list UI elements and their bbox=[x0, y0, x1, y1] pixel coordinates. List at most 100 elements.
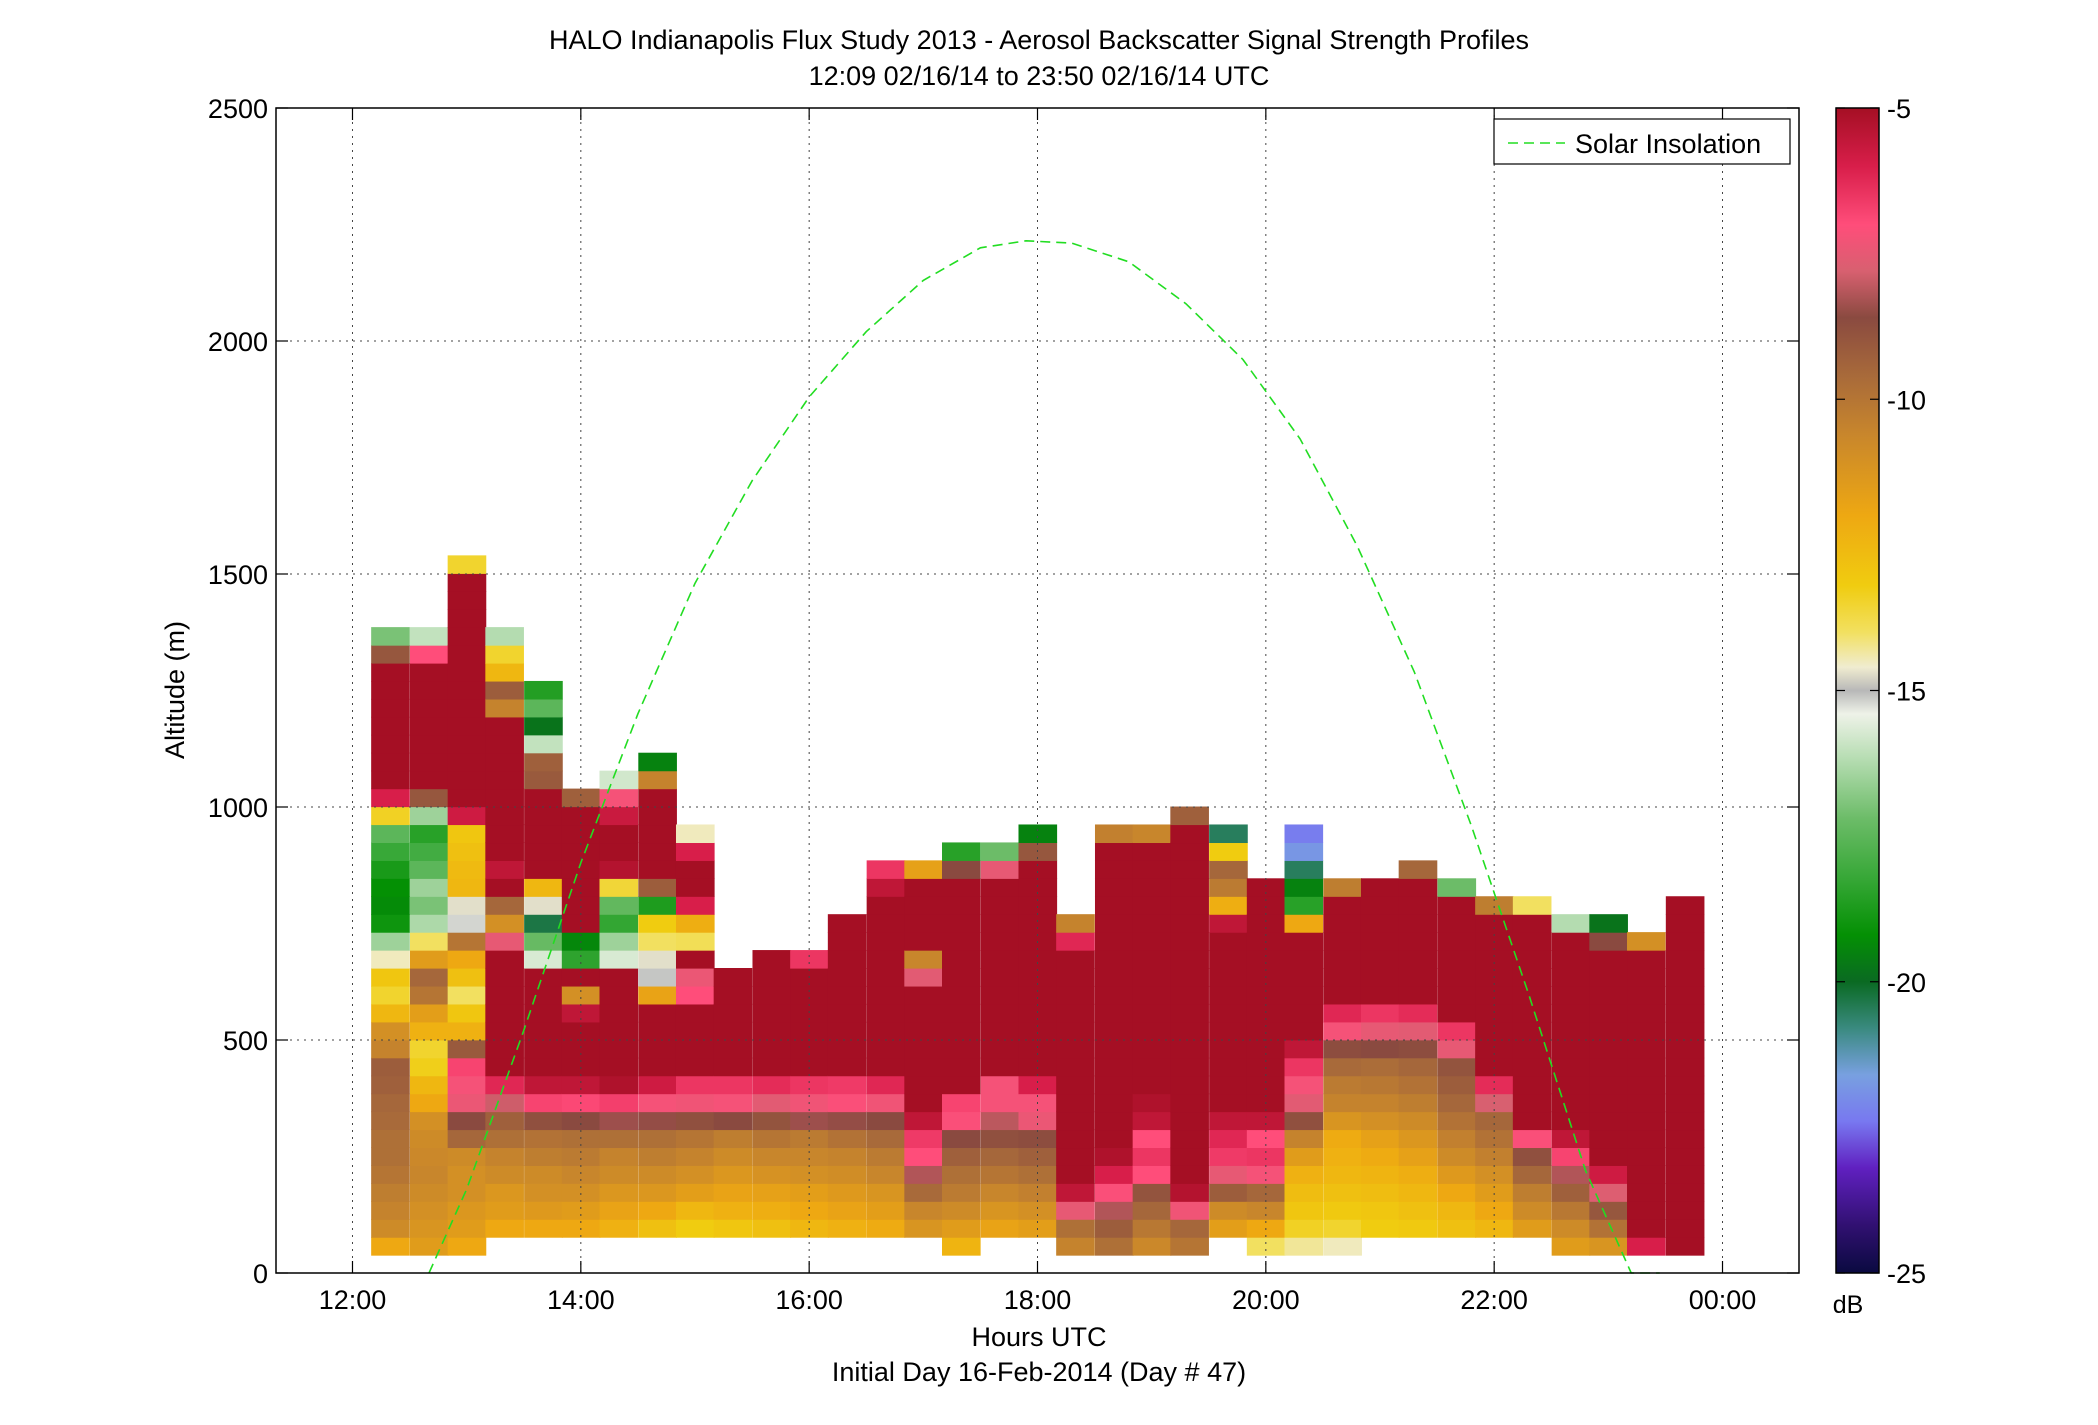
heatmap-cell-7-24 bbox=[638, 806, 677, 826]
heatmap-cell-17-16 bbox=[1018, 950, 1058, 969]
heatmap-cell-14-13 bbox=[904, 1003, 943, 1023]
heatmap-cell-20-16 bbox=[1132, 950, 1172, 969]
heatmap-cell-22-23 bbox=[1209, 824, 1248, 844]
heatmap-cell-25-12 bbox=[1323, 1021, 1362, 1041]
heatmap-cell-9-10 bbox=[713, 1057, 753, 1077]
heatmap-cell-1-16 bbox=[409, 950, 449, 969]
heatmap-cell-12-12 bbox=[827, 1021, 867, 1041]
heatmap-cell-21-22 bbox=[1170, 842, 1209, 861]
heatmap-cell-23-13 bbox=[1246, 1003, 1286, 1023]
heatmap-cell-7-27 bbox=[638, 752, 677, 772]
heatmap-cell-28-18 bbox=[1437, 914, 1477, 933]
heatmap-cell-25-7 bbox=[1323, 1111, 1362, 1131]
heatmap-cell-14-20 bbox=[904, 878, 943, 897]
heatmap-cell-2-38 bbox=[447, 555, 487, 574]
heatmap-cell-27-16 bbox=[1398, 950, 1438, 969]
heatmap-cell-28-12 bbox=[1437, 1021, 1477, 1041]
heatmap-cell-5-25 bbox=[561, 788, 601, 808]
heatmap-cell-3-10 bbox=[485, 1057, 524, 1077]
heatmap-cell-29-12 bbox=[1475, 1021, 1514, 1041]
heatmap-cell-24-21 bbox=[1284, 860, 1324, 879]
heatmap-cell-30-1 bbox=[1512, 1219, 1552, 1238]
heatmap-cell-20-7 bbox=[1132, 1111, 1172, 1131]
heatmap-cell-25-2 bbox=[1323, 1201, 1362, 1220]
heatmap-cell-32-0 bbox=[1589, 1237, 1628, 1256]
heatmap-cell-31-1 bbox=[1551, 1219, 1591, 1238]
heatmap-cell-6-24 bbox=[599, 806, 639, 826]
heatmap-cell-7-20 bbox=[638, 878, 677, 897]
heatmap-cell-19-3 bbox=[1094, 1183, 1134, 1202]
legend-label-solar-insolation: Solar Insolation bbox=[1575, 129, 1761, 159]
heatmap-cell-34-5 bbox=[1665, 1147, 1705, 1166]
heatmap-cell-3-33 bbox=[485, 645, 524, 664]
heatmap-cell-17-20 bbox=[1018, 878, 1058, 897]
heatmap-cell-0-11 bbox=[371, 1039, 410, 1059]
heatmap-cell-24-2 bbox=[1284, 1201, 1324, 1220]
heatmap-cell-18-17 bbox=[1056, 932, 1095, 951]
heatmap-cell-5-21 bbox=[561, 860, 601, 879]
heatmap-cell-32-10 bbox=[1589, 1057, 1628, 1077]
heatmap-cell-1-9 bbox=[409, 1075, 449, 1095]
heatmap-cell-25-4 bbox=[1323, 1165, 1362, 1184]
heatmap-cell-26-1 bbox=[1360, 1219, 1400, 1238]
heatmap-cell-16-18 bbox=[980, 914, 1020, 933]
heatmap-cell-10-16 bbox=[752, 950, 792, 969]
heatmap-cell-3-17 bbox=[485, 932, 524, 951]
heatmap-cell-29-4 bbox=[1475, 1165, 1514, 1184]
heatmap-cell-4-10 bbox=[524, 1057, 563, 1077]
heatmap-cell-1-0 bbox=[409, 1237, 449, 1256]
heatmap-cell-11-13 bbox=[790, 1003, 829, 1023]
heatmap-cell-18-8 bbox=[1056, 1093, 1095, 1113]
heatmap-cell-19-13 bbox=[1094, 1003, 1134, 1023]
heatmap-cell-14-11 bbox=[904, 1039, 943, 1059]
heatmap-cells bbox=[371, 555, 1705, 1256]
heatmap-cell-19-4 bbox=[1094, 1165, 1134, 1184]
heatmap-cell-15-5 bbox=[942, 1147, 981, 1166]
heatmap-cell-20-22 bbox=[1132, 842, 1172, 861]
heatmap-cell-24-8 bbox=[1284, 1093, 1324, 1113]
heatmap-cell-26-9 bbox=[1360, 1075, 1400, 1095]
heatmap-cell-17-7 bbox=[1018, 1111, 1058, 1131]
heatmap-cell-3-27 bbox=[485, 752, 524, 772]
heatmap-cell-30-13 bbox=[1512, 1003, 1552, 1023]
heatmap-cell-6-10 bbox=[599, 1057, 639, 1077]
heatmap-cell-22-14 bbox=[1209, 985, 1248, 1005]
heatmap-cell-17-5 bbox=[1018, 1147, 1058, 1166]
heatmap-cell-26-19 bbox=[1360, 896, 1400, 915]
heatmap-cell-13-15 bbox=[866, 968, 906, 987]
heatmap-cell-9-2 bbox=[713, 1201, 753, 1220]
heatmap-cell-12-9 bbox=[827, 1075, 867, 1095]
heatmap-cell-9-5 bbox=[713, 1147, 753, 1166]
heatmap-cell-23-4 bbox=[1246, 1165, 1286, 1184]
heatmap-cell-31-3 bbox=[1551, 1183, 1591, 1202]
heatmap-cell-22-7 bbox=[1209, 1111, 1248, 1131]
heatmap-cell-33-6 bbox=[1627, 1129, 1666, 1149]
heatmap-cell-1-26 bbox=[409, 770, 449, 790]
heatmap-cell-0-14 bbox=[371, 985, 410, 1005]
heatmap-cell-12-11 bbox=[827, 1039, 867, 1059]
heatmap-cell-31-5 bbox=[1551, 1147, 1591, 1166]
heatmap-cell-14-17 bbox=[904, 932, 943, 951]
heatmap-cell-22-2 bbox=[1209, 1201, 1248, 1220]
heatmap-cell-32-8 bbox=[1589, 1093, 1628, 1113]
heatmap-cell-5-7 bbox=[561, 1111, 601, 1131]
heatmap-cell-20-4 bbox=[1132, 1165, 1172, 1184]
heatmap-cell-2-7 bbox=[447, 1111, 487, 1131]
heatmap-cell-5-14 bbox=[561, 985, 601, 1005]
heatmap-cell-0-19 bbox=[371, 896, 410, 915]
heatmap-cell-8-9 bbox=[675, 1075, 715, 1095]
heatmap-cell-20-5 bbox=[1132, 1147, 1172, 1166]
heatmap-cell-0-4 bbox=[371, 1165, 410, 1184]
heatmap-cell-26-10 bbox=[1360, 1057, 1400, 1077]
heatmap-cell-2-24 bbox=[447, 806, 487, 826]
heatmap-cell-7-21 bbox=[638, 860, 677, 879]
heatmap-cell-20-15 bbox=[1132, 968, 1172, 987]
heatmap-cell-13-1 bbox=[866, 1219, 906, 1238]
heatmap-cell-2-26 bbox=[447, 770, 487, 790]
heatmap-cell-22-12 bbox=[1209, 1021, 1248, 1041]
heatmap-cell-21-11 bbox=[1170, 1039, 1209, 1059]
heatmap-cell-12-17 bbox=[827, 932, 867, 951]
heatmap-cell-25-19 bbox=[1323, 896, 1362, 915]
heatmap-cell-16-7 bbox=[980, 1111, 1020, 1131]
heatmap-cell-7-6 bbox=[638, 1129, 677, 1149]
